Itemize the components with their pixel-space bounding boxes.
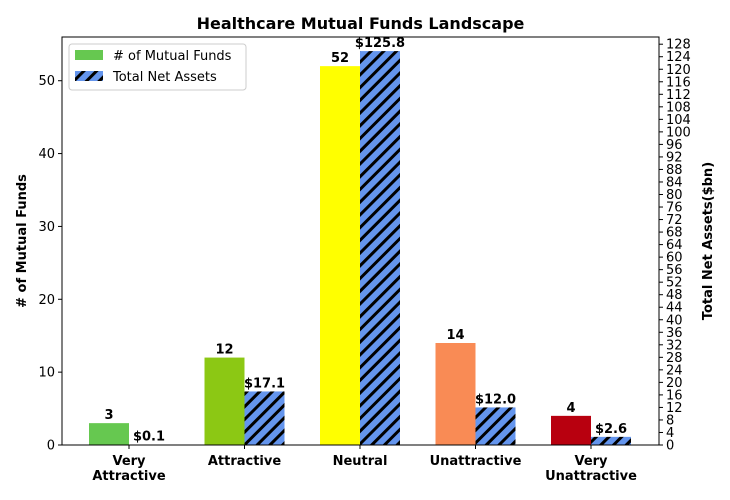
y2-tick-label-30: 120 <box>666 63 691 78</box>
label-funds-0: 3 <box>104 408 113 423</box>
bar-funds-2 <box>320 66 360 446</box>
y2-tick-label-8: 32 <box>666 338 683 353</box>
x-tick-label-3: Unattractive <box>430 454 522 469</box>
y2-tick-label-25: 100 <box>666 125 691 140</box>
bar-assets-2 <box>360 51 400 445</box>
y2-tick-label-32: 128 <box>666 38 691 53</box>
x-tick-label-1: Attractive <box>208 454 282 469</box>
plot-frame <box>61 36 660 446</box>
legend-swatch-funds <box>75 50 103 60</box>
bar-assets-1 <box>244 391 285 445</box>
y2-tick-label-10: 40 <box>666 313 683 328</box>
y2-tick-label-9: 36 <box>666 326 683 341</box>
label-funds-2: 52 <box>331 51 349 66</box>
y2-tick-label-23: 92 <box>666 150 683 165</box>
label-assets-1: $17.1 <box>244 376 285 391</box>
y2-tick-label-5: 20 <box>666 376 683 391</box>
y2-tick-label-13: 52 <box>666 276 683 291</box>
y2-tick-label-3: 12 <box>666 401 683 416</box>
chart-title: Healthcare Mutual Funds Landscape <box>197 14 525 33</box>
x-tick-label-line: Very <box>112 454 146 469</box>
y2-tick-label-17: 68 <box>666 226 683 241</box>
y2-tick-label-0: 0 <box>666 439 674 454</box>
y-tick-label-0: 0 <box>47 439 55 454</box>
bar-assets-3 <box>475 407 516 445</box>
x-tick-label-line: Neutral <box>333 454 388 469</box>
x-tick-label-4: Very Unattractive <box>545 454 637 484</box>
y-axis-title: # of Mutual Funds <box>15 174 30 308</box>
y2-tick-label-18: 72 <box>666 213 683 228</box>
y2-tick-label-1: 4 <box>666 426 674 441</box>
y-tick-label-3: 30 <box>38 220 55 235</box>
y2-tick-label-19: 76 <box>666 201 683 216</box>
y2-tick-label-16: 64 <box>666 238 683 253</box>
x-tick-label-2: Neutral <box>333 454 388 469</box>
x-tick-label-line: Attractive <box>208 454 282 469</box>
y2-tick-label-12: 48 <box>666 288 683 303</box>
x-tick-label-line: Unattractive <box>545 469 637 484</box>
y-tick-label-4: 40 <box>38 147 55 162</box>
bar-assets-4 <box>591 436 631 445</box>
y-tick-label-1: 10 <box>38 366 55 381</box>
legend-swatch-assets <box>75 71 103 81</box>
y2-tick-label-24: 96 <box>666 138 683 153</box>
bar-funds-1 <box>204 357 245 445</box>
label-assets-2: $125.8 <box>355 36 405 51</box>
x-tick-label-line: Unattractive <box>430 454 522 469</box>
legend-label-funds: # of Mutual Funds <box>113 49 232 64</box>
y2-tick-label-7: 28 <box>666 351 683 366</box>
bar-funds-0 <box>89 423 129 445</box>
label-funds-3: 14 <box>446 328 464 343</box>
y2-tick-label-11: 44 <box>666 301 683 316</box>
y2-tick-label-27: 108 <box>666 100 691 115</box>
y-tick-label-5: 50 <box>38 74 55 89</box>
y-tick-label-2: 20 <box>38 293 55 308</box>
label-assets-0: $0.1 <box>133 430 165 445</box>
y2-tick-label-26: 104 <box>666 113 691 128</box>
x-tick-label-0: Very Attractive <box>92 454 166 484</box>
x-tick-label-line: Very <box>574 454 608 469</box>
label-assets-4: $2.6 <box>595 422 627 437</box>
y2-tick-label-29: 116 <box>666 75 691 90</box>
bar-funds-3 <box>435 343 476 445</box>
label-funds-1: 12 <box>215 343 233 358</box>
y2-tick-label-22: 88 <box>666 163 683 178</box>
y2-tick-label-28: 112 <box>666 88 691 103</box>
y2-tick-label-31: 124 <box>666 50 691 65</box>
legend-box <box>68 43 247 91</box>
legend-label-assets: Total Net Assets <box>112 70 217 85</box>
label-funds-4: 4 <box>566 401 575 416</box>
y2-tick-label-6: 24 <box>666 363 683 378</box>
bar-funds-4 <box>551 415 591 445</box>
y2-tick-label-4: 16 <box>666 388 683 403</box>
y2-tick-label-21: 84 <box>666 175 683 190</box>
y2-tick-label-20: 80 <box>666 188 683 203</box>
y2-tick-label-2: 8 <box>666 413 674 428</box>
label-assets-3: $12.0 <box>475 392 516 407</box>
y2-axis-title: Total Net Assets($bn) <box>701 162 716 320</box>
y2-tick-label-14: 56 <box>666 263 683 278</box>
x-tick-label-line: Attractive <box>92 469 166 484</box>
y2-tick-label-15: 60 <box>666 251 683 266</box>
